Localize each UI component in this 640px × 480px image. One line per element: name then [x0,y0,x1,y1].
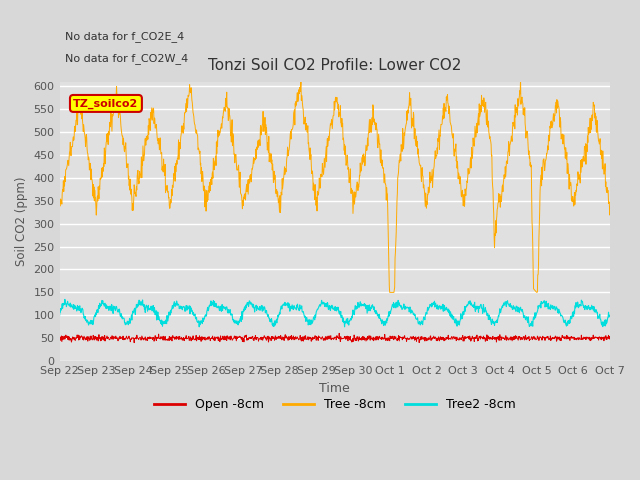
Text: TZ_soilco2: TZ_soilco2 [74,98,138,108]
Text: No data for f_CO2E_4: No data for f_CO2E_4 [65,31,184,42]
Legend: Open -8cm, Tree -8cm, Tree2 -8cm: Open -8cm, Tree -8cm, Tree2 -8cm [149,394,521,417]
Text: No data for f_CO2W_4: No data for f_CO2W_4 [65,54,188,64]
Y-axis label: Soil CO2 (ppm): Soil CO2 (ppm) [15,177,28,266]
Title: Tonzi Soil CO2 Profile: Lower CO2: Tonzi Soil CO2 Profile: Lower CO2 [208,59,461,73]
X-axis label: Time: Time [319,382,350,395]
